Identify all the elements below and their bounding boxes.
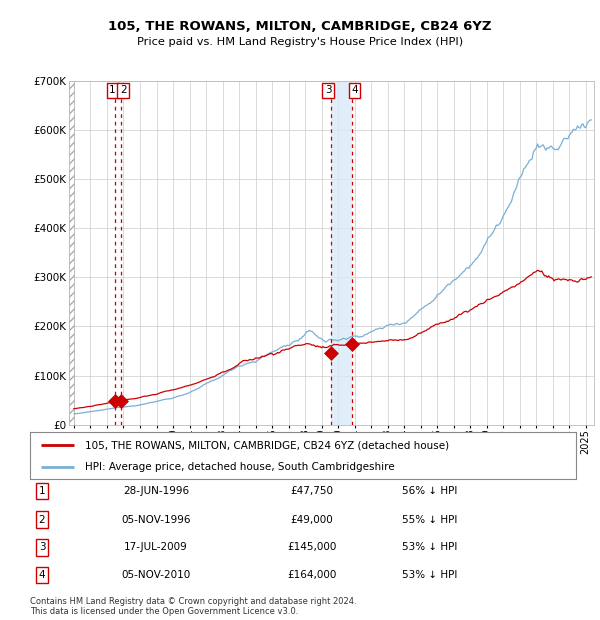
Text: HPI: Average price, detached house, South Cambridgeshire: HPI: Average price, detached house, Sout… <box>85 462 394 472</box>
Text: 4: 4 <box>351 86 358 95</box>
Text: 3: 3 <box>38 542 46 552</box>
Text: 2: 2 <box>120 86 127 95</box>
Text: 05-NOV-1996: 05-NOV-1996 <box>121 515 191 525</box>
Text: £145,000: £145,000 <box>287 542 337 552</box>
Text: £47,750: £47,750 <box>290 486 334 496</box>
Text: 1: 1 <box>38 486 46 496</box>
Text: 05-NOV-2010: 05-NOV-2010 <box>121 570 191 580</box>
Text: 2: 2 <box>38 515 46 525</box>
Text: Price paid vs. HM Land Registry's House Price Index (HPI): Price paid vs. HM Land Registry's House … <box>137 37 463 46</box>
Text: Contains HM Land Registry data © Crown copyright and database right 2024.: Contains HM Land Registry data © Crown c… <box>30 597 356 606</box>
Text: 28-JUN-1996: 28-JUN-1996 <box>123 486 189 496</box>
Bar <box>69 81 74 425</box>
Text: This data is licensed under the Open Government Licence v3.0.: This data is licensed under the Open Gov… <box>30 608 298 616</box>
Text: 3: 3 <box>325 86 331 95</box>
Text: 105, THE ROWANS, MILTON, CAMBRIDGE, CB24 6YZ (detached house): 105, THE ROWANS, MILTON, CAMBRIDGE, CB24… <box>85 440 449 450</box>
Text: 4: 4 <box>38 570 46 580</box>
Bar <box>331 81 352 425</box>
Text: 53% ↓ HPI: 53% ↓ HPI <box>402 542 457 552</box>
Text: 55% ↓ HPI: 55% ↓ HPI <box>402 515 457 525</box>
Text: 105, THE ROWANS, MILTON, CAMBRIDGE, CB24 6YZ: 105, THE ROWANS, MILTON, CAMBRIDGE, CB24… <box>108 20 492 32</box>
Text: £164,000: £164,000 <box>287 570 337 580</box>
Text: 56% ↓ HPI: 56% ↓ HPI <box>402 486 457 496</box>
Text: 17-JUL-2009: 17-JUL-2009 <box>124 542 188 552</box>
Text: 53% ↓ HPI: 53% ↓ HPI <box>402 570 457 580</box>
Text: £49,000: £49,000 <box>290 515 334 525</box>
Text: 1: 1 <box>109 86 116 95</box>
